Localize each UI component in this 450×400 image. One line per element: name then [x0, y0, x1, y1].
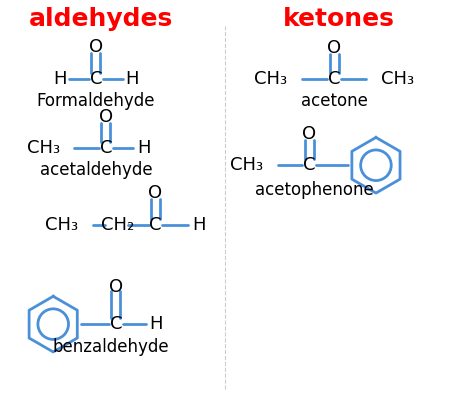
Text: C: C	[149, 216, 162, 234]
Text: O: O	[109, 278, 123, 296]
Text: ketones: ketones	[283, 7, 395, 31]
Text: Formaldehyde: Formaldehyde	[36, 92, 155, 110]
Text: CH₃: CH₃	[254, 70, 288, 88]
Text: CH₃: CH₃	[381, 70, 414, 88]
Text: CH₂: CH₂	[101, 216, 135, 234]
Text: H: H	[193, 216, 206, 234]
Text: C: C	[328, 70, 341, 88]
Text: CH₃: CH₃	[27, 139, 60, 157]
Text: aldehydes: aldehydes	[29, 7, 173, 31]
Text: H: H	[150, 315, 163, 333]
Text: benzaldehyde: benzaldehyde	[53, 338, 169, 356]
Text: O: O	[99, 108, 113, 126]
Text: O: O	[327, 38, 341, 56]
Text: O: O	[148, 184, 162, 202]
Text: O: O	[89, 38, 103, 56]
Text: C: C	[90, 70, 102, 88]
Text: CH₃: CH₃	[45, 216, 78, 234]
Text: acetaldehyde: acetaldehyde	[40, 161, 152, 179]
Text: C: C	[99, 139, 112, 157]
Text: C: C	[303, 156, 315, 174]
Text: acetone: acetone	[301, 92, 368, 110]
Text: H: H	[125, 70, 139, 88]
Text: C: C	[109, 315, 122, 333]
Text: H: H	[137, 139, 150, 157]
Text: O: O	[302, 125, 316, 143]
Text: CH₃: CH₃	[230, 156, 263, 174]
Text: acetophenone: acetophenone	[255, 181, 374, 199]
Text: H: H	[54, 70, 67, 88]
